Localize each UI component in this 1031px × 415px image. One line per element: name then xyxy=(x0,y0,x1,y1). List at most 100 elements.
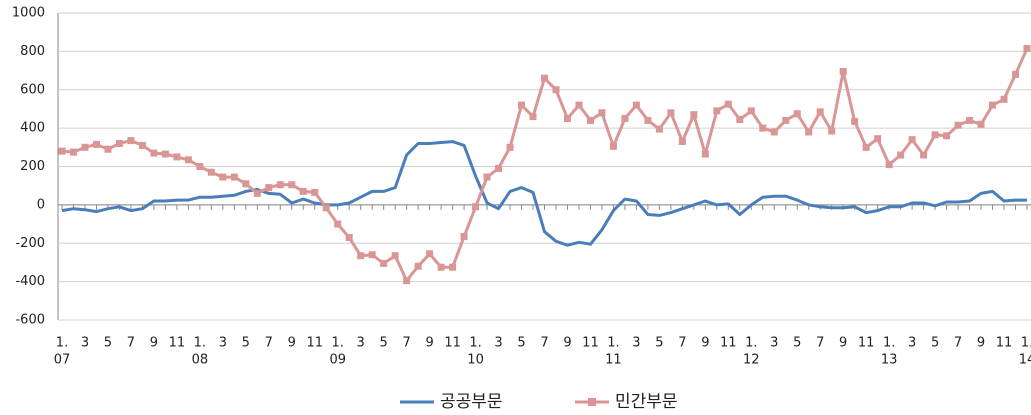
point-marker xyxy=(161,150,169,158)
point-marker xyxy=(230,173,238,181)
point-marker xyxy=(598,109,606,117)
legend: 공공부문 민간부문 xyxy=(400,392,678,412)
point-marker xyxy=(253,189,261,197)
point-marker xyxy=(127,137,135,145)
x-tick-label: 7 xyxy=(127,336,135,351)
point-marker xyxy=(713,107,721,115)
point-marker xyxy=(58,147,66,155)
point-marker xyxy=(552,86,560,94)
point-marker xyxy=(403,277,411,285)
legend-item: 공공부문 xyxy=(400,392,503,412)
point-marker xyxy=(575,101,583,109)
x-tick-label: 5 xyxy=(380,336,388,351)
x-tick-label: 1. xyxy=(745,336,757,351)
point-marker xyxy=(989,101,997,109)
point-marker xyxy=(207,168,215,176)
x-tick-label: 5 xyxy=(793,336,801,351)
series-line xyxy=(61,140,1027,247)
point-marker xyxy=(586,116,594,124)
point-marker xyxy=(759,124,767,132)
point-marker xyxy=(299,187,307,195)
point-marker xyxy=(701,150,709,158)
x-tick-label: 07 xyxy=(54,353,71,368)
point-marker xyxy=(862,143,870,151)
y-tick-label: -400 xyxy=(15,274,45,289)
x-tick-label: 5 xyxy=(931,336,939,351)
point-marker xyxy=(460,233,468,241)
y-tick-label: 800 xyxy=(20,44,45,59)
x-tick-label: 3 xyxy=(219,336,227,351)
x-tick-label: 9 xyxy=(288,336,296,351)
x-tick-label: 1. xyxy=(194,336,206,351)
x-tick-label: 7 xyxy=(540,336,548,351)
point-marker xyxy=(805,128,813,136)
point-marker xyxy=(667,109,675,117)
point-marker xyxy=(621,115,629,123)
point-marker xyxy=(334,220,342,228)
point-marker xyxy=(966,116,974,124)
x-tick-label: 3 xyxy=(494,336,502,351)
point-marker xyxy=(793,110,801,118)
x-tick-label: 11 xyxy=(169,336,186,351)
x-tick-label: 9 xyxy=(425,336,433,351)
point-marker xyxy=(1012,70,1020,78)
point-marker xyxy=(529,113,537,121)
point-marker xyxy=(92,140,100,148)
point-marker xyxy=(311,188,319,196)
point-marker xyxy=(563,115,571,123)
point-marker xyxy=(449,263,457,271)
point-marker xyxy=(391,252,399,260)
point-marker xyxy=(265,184,273,192)
x-tick-label: 11 xyxy=(306,336,323,351)
point-marker xyxy=(1000,95,1008,103)
x-tick-label: 9 xyxy=(839,336,847,351)
x-tick-label: 7 xyxy=(678,336,686,351)
point-marker xyxy=(724,100,732,108)
point-marker xyxy=(885,161,893,169)
point-marker xyxy=(196,163,204,170)
y-tick-label: -600 xyxy=(15,313,45,328)
x-tick-label: 9 xyxy=(701,336,709,351)
point-marker xyxy=(69,148,77,156)
x-tick-label: 3 xyxy=(908,336,916,351)
y-tick-label: 400 xyxy=(20,121,45,136)
point-marker xyxy=(770,128,778,136)
x-tick-label: 1. xyxy=(1021,336,1031,351)
y-tick-label: 1000 xyxy=(12,6,45,21)
x-tick-label: 9 xyxy=(563,336,571,351)
point-marker xyxy=(736,115,744,123)
x-tick-label: 11 xyxy=(444,336,461,351)
point-marker xyxy=(219,173,227,181)
point-marker xyxy=(609,142,617,150)
x-tick-label: 5 xyxy=(655,336,663,351)
point-marker xyxy=(115,139,123,147)
point-marker xyxy=(426,250,434,258)
x-tick-label: 14 xyxy=(1019,353,1031,368)
x-tick-label: 7 xyxy=(265,336,273,351)
point-marker xyxy=(690,111,698,119)
point-marker xyxy=(977,120,985,128)
point-marker xyxy=(816,108,824,116)
x-tick-label: 11 xyxy=(720,336,737,351)
point-marker xyxy=(839,68,847,76)
x-tick-label: 1. xyxy=(332,336,344,351)
x-tick-label: 7 xyxy=(816,336,824,351)
point-marker xyxy=(472,203,480,211)
point-marker xyxy=(437,263,445,271)
point-marker xyxy=(644,116,652,124)
point-marker xyxy=(1023,44,1031,52)
point-marker xyxy=(242,180,250,188)
point-marker xyxy=(138,141,146,149)
x-tick-label: 09 xyxy=(329,353,346,368)
y-tick-label: -200 xyxy=(15,236,45,251)
point-marker xyxy=(81,143,89,151)
point-marker xyxy=(518,101,526,109)
legend-label: 민간부문 xyxy=(615,392,678,412)
point-marker xyxy=(368,251,376,259)
x-tick-label: 11 xyxy=(858,336,875,351)
x-tick-label: 10 xyxy=(467,353,484,368)
x-tick-label: 12 xyxy=(743,353,760,368)
point-marker xyxy=(345,233,353,241)
x-tick-label: 5 xyxy=(242,336,250,351)
